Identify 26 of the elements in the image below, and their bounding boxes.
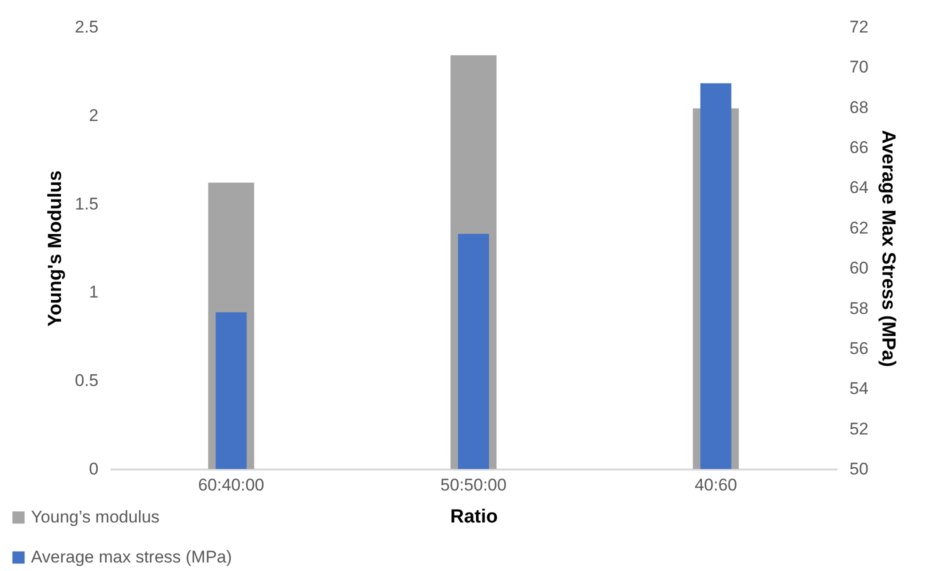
y-axis-title: Young's Modulus: [44, 170, 66, 327]
y2-tick-label: 56: [850, 338, 868, 358]
y-tick-label: 2.5: [74, 18, 98, 36]
y2-tick-label: 72: [850, 18, 868, 36]
y2-tick-label: 70: [850, 58, 868, 77]
x-axis-title: Ratio: [450, 506, 498, 528]
y2-tick-label: 50: [850, 460, 868, 478]
y-tick-label: 0.5: [74, 371, 98, 390]
y2-axis-title: Average Max Stress (MPa): [877, 130, 898, 367]
legend-label: Young’s modulus: [31, 508, 160, 526]
y2-tick-label: 64: [850, 178, 868, 198]
y2-tick-label: 62: [850, 218, 868, 238]
legend-label: Average max stress (MPa): [31, 548, 232, 566]
y2-tick-label: 60: [850, 258, 868, 278]
y-tick-label: 1.5: [74, 194, 98, 214]
y-tick-label: 1: [89, 282, 98, 302]
x-tick-label: 50:50:00: [440, 476, 507, 494]
y2-tick-label: 54: [850, 379, 868, 398]
y2-tick-label: 68: [850, 98, 868, 117]
x-tick-label: 40:60: [694, 476, 738, 494]
y2-tick-label: 58: [850, 298, 868, 318]
x-tick-label: 60:40:00: [198, 476, 264, 494]
y2-tick-label: 66: [850, 138, 868, 158]
y-tick-label: 2: [89, 106, 98, 125]
y-tick-label: 0: [89, 460, 98, 478]
y2-tick-label: 52: [850, 419, 868, 438]
